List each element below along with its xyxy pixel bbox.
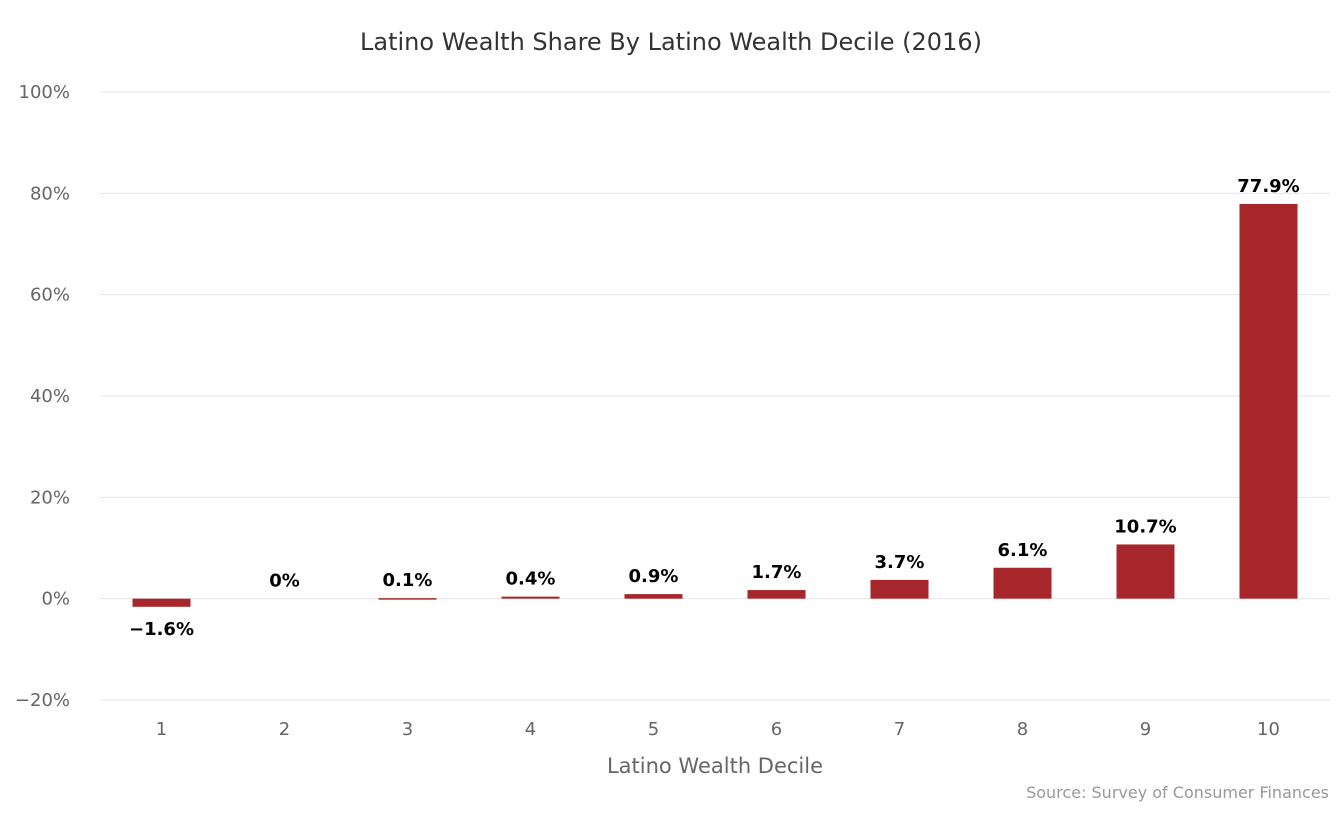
data-label: −1.6% — [129, 619, 194, 640]
x-tick-label: 3 — [402, 719, 413, 740]
data-labels: −1.6% 0% 0.1% 0.4% 0.9% 1.7% 3.7% 6.1% 10.7% 77.9… — [129, 176, 1300, 640]
chart-title: Latino Wealth Share By Latino Wealth Dec… — [360, 28, 982, 56]
y-tick-label: 20% — [30, 487, 70, 508]
y-tick-label: 0% — [41, 589, 70, 610]
data-label: 0.4% — [506, 569, 556, 590]
data-label: 1.7% — [752, 562, 802, 583]
data-label: 0.1% — [383, 570, 433, 591]
y-tick-label: 40% — [30, 386, 70, 407]
bar — [870, 579, 929, 599]
bar — [993, 567, 1052, 599]
y-tick-label: 80% — [30, 183, 70, 204]
bar — [132, 598, 191, 607]
y-tick-label: 100% — [19, 82, 70, 103]
data-label: 77.9% — [1237, 176, 1299, 197]
bar — [501, 596, 560, 599]
y-tick-label: −20% — [15, 690, 70, 711]
bar — [1239, 203, 1298, 599]
y-tick-label: 60% — [30, 285, 70, 306]
bar — [624, 594, 683, 599]
data-label: 10.7% — [1114, 516, 1176, 537]
bar — [378, 598, 437, 600]
gridlines — [100, 91, 1330, 701]
x-tick-label: 7 — [894, 719, 905, 740]
x-tick-label: 1 — [156, 719, 167, 740]
x-axis-label: Latino Wealth Decile — [607, 754, 823, 778]
bar — [1116, 544, 1175, 599]
bars — [132, 203, 1298, 607]
x-tick-label: 4 — [525, 719, 536, 740]
x-tick-label: 8 — [1017, 719, 1028, 740]
x-tick-label: 5 — [648, 719, 659, 740]
data-label: 0% — [269, 571, 300, 592]
source-note: Source: Survey of Consumer Finances — [1026, 783, 1329, 802]
data-label: 6.1% — [998, 540, 1048, 561]
data-label: 3.7% — [875, 552, 925, 573]
x-tick-label: 2 — [279, 719, 290, 740]
data-label: 0.9% — [629, 566, 679, 587]
x-tick-label: 9 — [1140, 719, 1151, 740]
x-tick-label: 10 — [1257, 719, 1280, 740]
y-axis-ticks: −20% 0% 20% 40% 60% 80% 100% — [15, 82, 70, 711]
x-axis-ticks: 1 2 3 4 5 6 7 8 9 10 — [156, 719, 1280, 740]
bar — [747, 590, 806, 599]
x-tick-label: 6 — [771, 719, 782, 740]
